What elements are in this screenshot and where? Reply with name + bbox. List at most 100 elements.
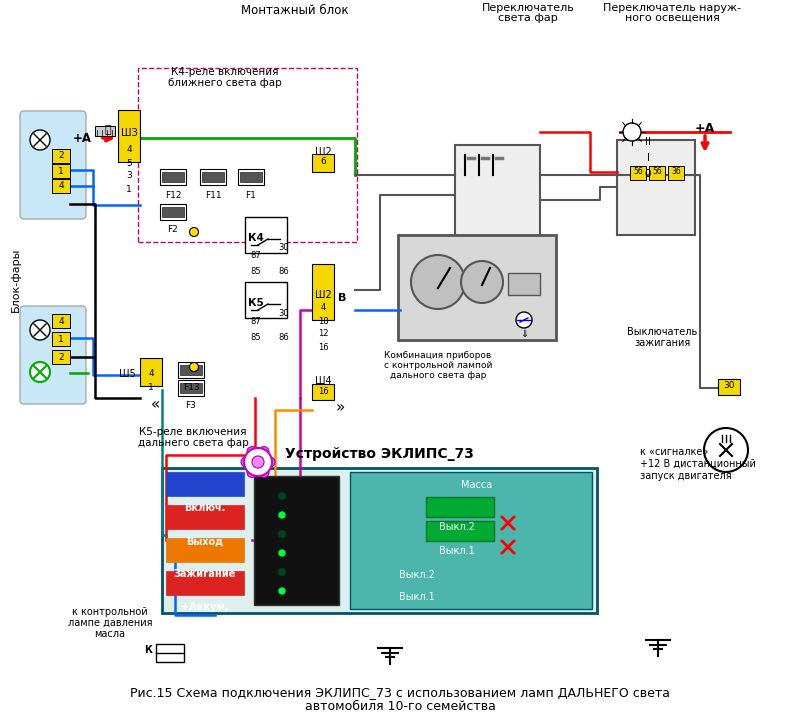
Text: 0: 0 [645, 169, 651, 179]
Text: 87: 87 [250, 252, 261, 260]
Bar [178, 362, 204, 378]
Text: к контрольной: к контрольной [72, 607, 148, 617]
Text: 1: 1 [58, 335, 64, 343]
Circle shape [244, 448, 272, 476]
Circle shape [30, 320, 50, 340]
Circle shape [623, 123, 641, 141]
Bar [118, 110, 140, 162]
Text: ШЗ: ШЗ [121, 128, 138, 138]
Text: автомобиля 10-го семейства: автомобиля 10-го семейства [305, 699, 495, 712]
Text: ного освещения: ного освещения [625, 13, 719, 23]
Bar [245, 217, 287, 253]
Bar [160, 169, 186, 185]
Circle shape [30, 130, 50, 150]
Circle shape [241, 457, 251, 467]
Bar [52, 332, 70, 346]
Bar [52, 149, 70, 163]
Bar [52, 350, 70, 364]
Text: 18: 18 [318, 317, 328, 325]
Text: 4: 4 [320, 304, 326, 312]
Text: света фар: света фар [498, 13, 558, 23]
Text: Включ.: Включ. [184, 503, 226, 513]
Text: Выкл.2: Выкл.2 [399, 570, 435, 580]
Text: 12: 12 [318, 330, 328, 338]
Circle shape [278, 587, 286, 595]
Text: 6: 6 [320, 158, 326, 166]
Text: ближнего света фар: ближнего света фар [168, 78, 282, 88]
Text: Масса: Масса [462, 480, 493, 490]
Circle shape [278, 568, 286, 576]
Text: 3: 3 [126, 171, 132, 181]
Bar [162, 207, 184, 217]
Bar [426, 497, 494, 517]
Text: запуск двигателя: запуск двигателя [640, 471, 732, 481]
Text: К4: К4 [248, 233, 264, 243]
Text: К: К [144, 645, 152, 655]
Text: 🔧: 🔧 [105, 125, 111, 135]
Text: »: » [335, 401, 345, 416]
Circle shape [411, 255, 465, 309]
Text: Монтажный блок: Монтажный блок [241, 4, 349, 17]
Bar [238, 169, 264, 185]
Text: 87: 87 [250, 317, 261, 325]
FancyBboxPatch shape [20, 306, 86, 404]
Text: II: II [645, 137, 651, 147]
Text: I: I [646, 153, 650, 163]
Text: F12: F12 [165, 190, 182, 200]
Bar [649, 166, 665, 180]
Bar [156, 644, 184, 662]
Text: F11: F11 [205, 190, 222, 200]
Text: Выход: Выход [186, 536, 223, 546]
Circle shape [252, 456, 264, 468]
Text: 5: 5 [126, 158, 132, 168]
Text: 30: 30 [723, 382, 734, 390]
Text: 86: 86 [278, 333, 290, 341]
Bar [350, 472, 592, 609]
Bar [617, 140, 695, 235]
Text: +А: +А [695, 121, 715, 134]
Bar [312, 264, 334, 320]
Text: 1: 1 [148, 382, 154, 391]
Text: К4-реле включения: К4-реле включения [171, 67, 278, 77]
Bar [245, 282, 287, 318]
Text: Зажигание: Зажигание [174, 569, 236, 579]
Bar [162, 468, 597, 613]
Text: +12 В дистанционный: +12 В дистанционный [640, 459, 756, 469]
Text: лампе давления: лампе давления [68, 618, 152, 628]
Text: F2: F2 [168, 226, 178, 234]
Text: к «сигналке»: к «сигналке» [640, 447, 708, 457]
Text: 2: 2 [58, 152, 64, 161]
Bar [140, 358, 162, 386]
Text: зажигания: зажигания [634, 338, 690, 348]
Text: Выкл.1: Выкл.1 [399, 592, 435, 602]
Bar [312, 384, 334, 400]
Text: Ш2: Ш2 [314, 290, 331, 300]
Bar [166, 472, 244, 496]
Text: Переключатель наруж-: Переключатель наруж- [603, 3, 741, 13]
Text: 4: 4 [58, 181, 64, 190]
Text: дальнего света фар: дальнего света фар [138, 438, 248, 448]
Bar [254, 476, 339, 605]
Circle shape [30, 362, 50, 382]
Text: +А: +А [73, 132, 91, 145]
Text: 85: 85 [250, 333, 261, 341]
Text: F1: F1 [246, 190, 257, 200]
Text: дального света фар: дального света фар [390, 370, 486, 380]
FancyBboxPatch shape [20, 111, 86, 219]
Text: +Аккум.: +Аккум. [182, 602, 229, 612]
Text: 5б: 5б [652, 168, 662, 176]
Bar [95, 126, 115, 136]
Bar [180, 365, 202, 375]
Bar [202, 172, 224, 182]
Text: F13: F13 [182, 383, 199, 393]
Bar [718, 379, 740, 395]
Text: 85: 85 [250, 268, 261, 276]
Bar [426, 521, 494, 541]
Text: 3б: 3б [671, 168, 681, 176]
Circle shape [278, 549, 286, 557]
Circle shape [704, 428, 748, 472]
Text: с контрольной лампой: с контрольной лампой [384, 361, 492, 369]
Circle shape [278, 511, 286, 519]
Text: 1: 1 [58, 166, 64, 176]
Bar [52, 179, 70, 193]
